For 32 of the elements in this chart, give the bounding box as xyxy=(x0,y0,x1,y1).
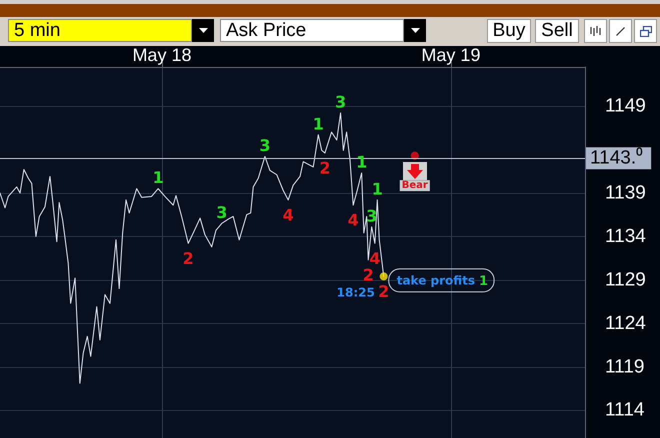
button: Buy xyxy=(487,19,531,43)
annotation: 3 xyxy=(216,202,228,222)
annotation: 18:25 xyxy=(336,285,375,300)
annotation: 1 xyxy=(479,274,488,289)
annotation: 1 xyxy=(372,179,383,198)
annotation: 4 xyxy=(348,210,359,230)
button: Sell xyxy=(535,19,579,43)
annotation: 2 xyxy=(182,248,194,268)
x-tick-label: May 18 xyxy=(132,45,192,65)
annotation: 2 xyxy=(362,265,374,284)
annotation: 3 xyxy=(366,206,378,226)
annotation: 1 xyxy=(312,114,324,134)
annotation: 2 xyxy=(378,282,390,301)
annotation: 2 xyxy=(319,158,330,178)
annotation: 3 xyxy=(334,92,346,112)
annotation: take profits xyxy=(396,273,476,288)
y-tick-label: 1139 xyxy=(605,182,646,204)
y-tick-label: 1119 xyxy=(605,356,644,378)
y-tick-label: 1134 xyxy=(605,226,646,247)
y-tick-label: 1124 xyxy=(605,312,646,334)
x-tick-label: May 19 xyxy=(421,45,480,65)
y-tick-label: 1149 xyxy=(605,96,646,117)
annotation: 4 xyxy=(369,248,380,268)
y-tick-label: 1129 xyxy=(605,269,646,290)
annotation: Bear xyxy=(402,180,428,192)
y-tick-label: 1114 xyxy=(605,400,645,421)
ref-line-label: 1143.⁰ xyxy=(590,146,644,169)
dropdown-field: Ask Price xyxy=(220,19,404,42)
dropdown-field: 5 min xyxy=(8,19,192,42)
annotation: 1 xyxy=(152,168,164,188)
annotation: 3 xyxy=(259,136,270,155)
annotation: 4 xyxy=(282,205,294,224)
